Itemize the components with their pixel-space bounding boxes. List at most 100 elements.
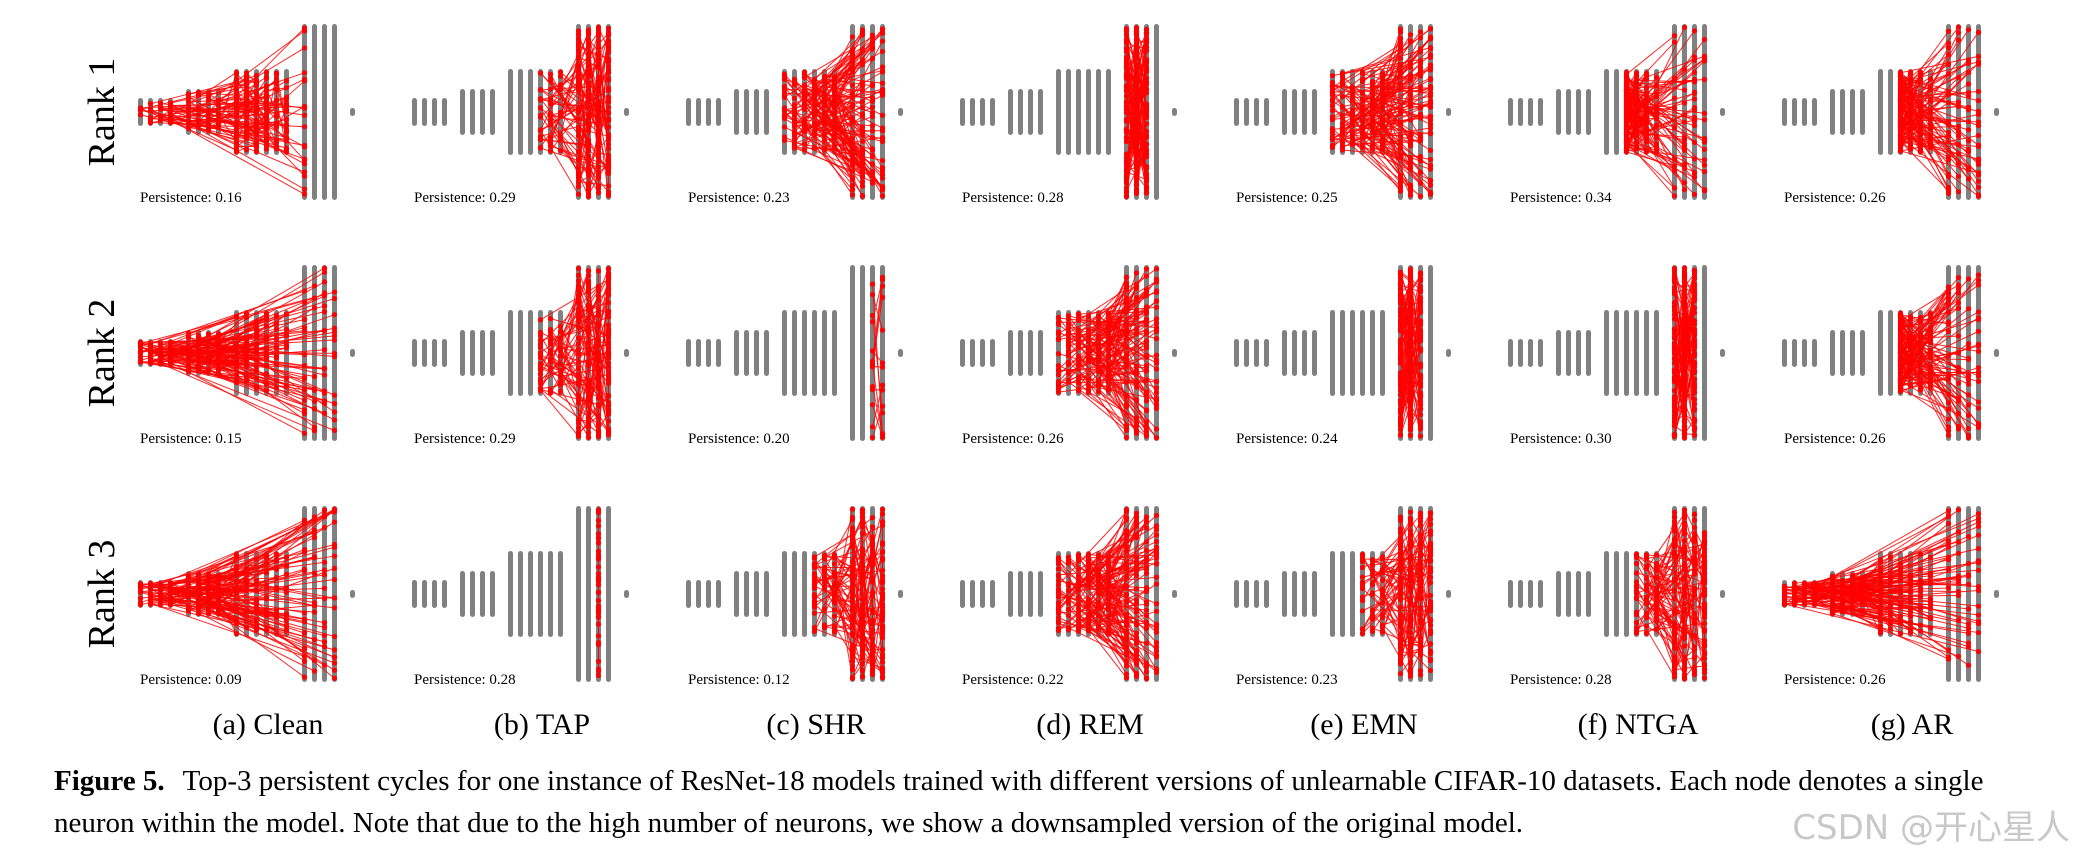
cycle-node [575,50,582,56]
cycle-node [1143,343,1150,349]
neuron-layer [960,98,965,126]
cycle-node [205,331,212,337]
cycle-node [1143,189,1150,196]
neuron-layer [990,339,995,367]
cycle-node [283,146,290,152]
neuron-layer [1008,89,1013,135]
cycle-node [1427,26,1434,32]
cycle-node [585,153,592,159]
cycle-node [311,428,318,434]
cycle-node [1143,319,1150,325]
neuron-layer [442,580,447,608]
cycle-node [605,308,612,315]
cycle-node [1133,670,1140,676]
cycle-node [331,325,338,331]
cycle-node [263,120,270,126]
neuron-layer [412,339,417,367]
cycle-node [1417,169,1424,175]
cycle-node [137,105,144,111]
cycle-node [1153,555,1160,561]
cycle-node [605,266,612,272]
cycle-node [137,600,144,606]
neuron-layer [412,580,417,608]
cycle-node [849,59,856,65]
cycle-node [605,117,612,123]
neuron-layer [350,349,355,357]
cycle-node [1349,131,1356,138]
neuron-layer [706,580,711,608]
cycle-node [849,82,856,88]
cycle-node [301,124,308,130]
cycle-node [301,610,308,616]
neuron-layer [1312,330,1317,376]
cycle-node [331,565,338,572]
cycle-edge [188,364,237,383]
neuron-layer [1264,98,1269,126]
cycle-node [1153,352,1160,358]
cycle-node [859,596,866,603]
neuron-layer [1096,69,1101,155]
cycle-node [585,55,592,61]
cycle-node [595,284,602,290]
cycle-node [575,191,582,197]
cycle-node [273,384,280,390]
cycle-node [195,333,202,339]
cycle-node [167,344,174,350]
cycle-node [263,371,270,377]
cycle-node [1123,134,1130,140]
cycle-node [859,124,866,130]
cycle-node [137,595,144,601]
cycle-node [263,142,270,148]
cycle-node [1153,601,1160,607]
cycle-node [1143,363,1150,369]
neuron-layer [528,69,533,155]
cycle-node [585,37,592,43]
neuron-layer [1038,330,1043,376]
cycle-node [321,567,328,573]
cycle-node [595,38,602,44]
cycle-node [595,268,602,274]
cycle-node [859,564,866,570]
cycle-node [585,187,592,193]
neuron-layer [686,339,691,367]
cycle-edge [1078,390,1127,431]
cycle-node [575,379,582,385]
cycle-node [849,34,856,40]
cycle-node [331,647,338,653]
cycle-node [283,85,290,91]
cycle-node [849,674,856,681]
neuron-layer [508,551,513,637]
cycle-node [595,666,602,672]
cycle-node [1153,316,1160,322]
neuron-layer [442,339,447,367]
cycle-node [1095,377,1102,383]
cycle-edge [150,562,267,602]
cycle-node [879,38,886,44]
cycle-node [547,86,554,92]
cycle-node [859,99,866,105]
neuron-layer [442,98,447,126]
cycle-edge [150,316,237,353]
neuron-layer [1018,89,1023,135]
neuron-layer [734,571,739,617]
cycle-node [273,326,280,332]
neuron-layer [1282,89,1287,135]
cycle-node [879,48,886,55]
cycle-node [537,371,544,377]
cycle-edge [578,40,609,174]
cycle-node [283,122,290,128]
cycle-node [869,435,876,441]
network-panel [137,265,355,441]
cycle-node [811,628,818,635]
cycle-node [1153,625,1160,631]
cycle-edge [198,570,305,610]
cycle-node [849,598,856,605]
cycle-node [233,553,240,559]
cycle-node [167,360,174,366]
cycle-node [585,112,592,118]
cycle-node [1427,147,1434,154]
cycle-node [605,353,612,359]
neuron-layer [764,330,769,376]
cycle-node [1329,98,1336,104]
cycle-node [811,554,818,560]
